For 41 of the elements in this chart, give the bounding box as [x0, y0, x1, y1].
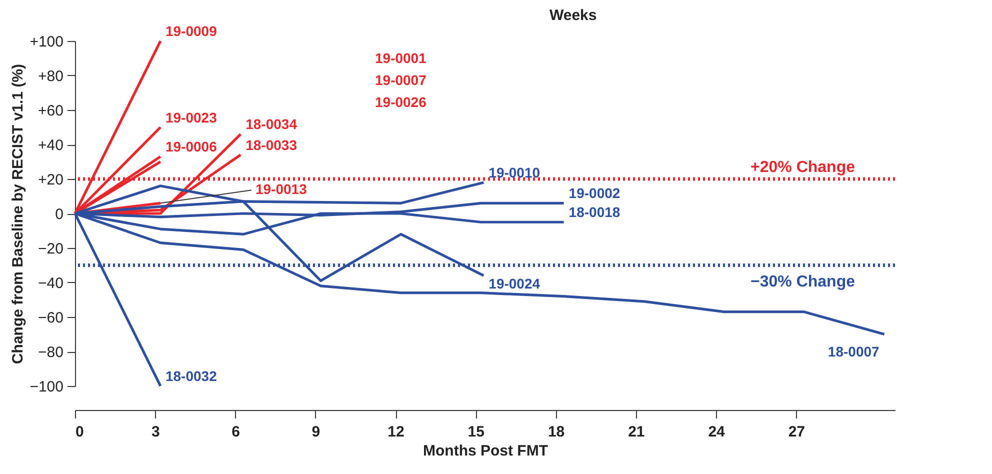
- y-tick-label: 0: [55, 206, 64, 223]
- x-tick-label: 3: [151, 424, 160, 440]
- y-tick-label: +20: [38, 172, 64, 188]
- y-tick-label: +60: [38, 102, 64, 120]
- y-tick-label: +80: [38, 68, 64, 85]
- series-label: 18-0034: [246, 116, 298, 132]
- x-tick-label: 9: [312, 424, 320, 440]
- series-label: 18-0033: [246, 136, 298, 153]
- text: Weeks: [549, 7, 597, 24]
- text: 19-0013: [255, 181, 308, 198]
- y-tick-label: −80: [38, 344, 64, 361]
- x-tick-label: 6: [232, 424, 240, 440]
- series-label: 18-0032: [165, 368, 218, 384]
- x-tick-label: 21: [628, 424, 645, 440]
- annotation: 19-0007: [375, 72, 427, 88]
- series-label: 19-0002: [568, 185, 620, 202]
- ref-line-label: +20% Change: [750, 159, 856, 176]
- series-label: 18-0018: [568, 204, 620, 220]
- x-tick-label: 15: [468, 424, 484, 440]
- x-tick-label: 18: [548, 424, 565, 440]
- y-tick-label: −40: [38, 275, 64, 292]
- series-label: 19-0010: [488, 164, 540, 180]
- series-label: 19-0006: [165, 138, 218, 155]
- series-label: 19-0023: [165, 109, 218, 126]
- ref-line-label: −30% Change: [750, 273, 856, 290]
- annotation: 19-0026: [375, 94, 427, 110]
- series-label: 19-0009: [165, 23, 218, 39]
- y-axis-title: Change from Baseline by RECIST v1.1 (%): [10, 64, 27, 364]
- x-tick-label: 12: [388, 424, 404, 440]
- annotation: 19-0001: [375, 50, 427, 66]
- y-tick-label: −60: [38, 310, 64, 326]
- series-label: 18-0007: [828, 343, 880, 360]
- y-tick-label: +100: [30, 34, 64, 50]
- y-tick-label: −20: [38, 240, 64, 258]
- x-axis-title: Months Post FMT: [423, 442, 548, 460]
- x-tick-label: 27: [788, 424, 806, 440]
- x-tick-label: 0: [76, 424, 84, 440]
- y-tick-label: −100: [30, 378, 64, 396]
- series-label: 19-0024: [488, 276, 540, 292]
- y-tick-label: +40: [38, 137, 64, 154]
- x-tick-label: 24: [708, 424, 726, 440]
